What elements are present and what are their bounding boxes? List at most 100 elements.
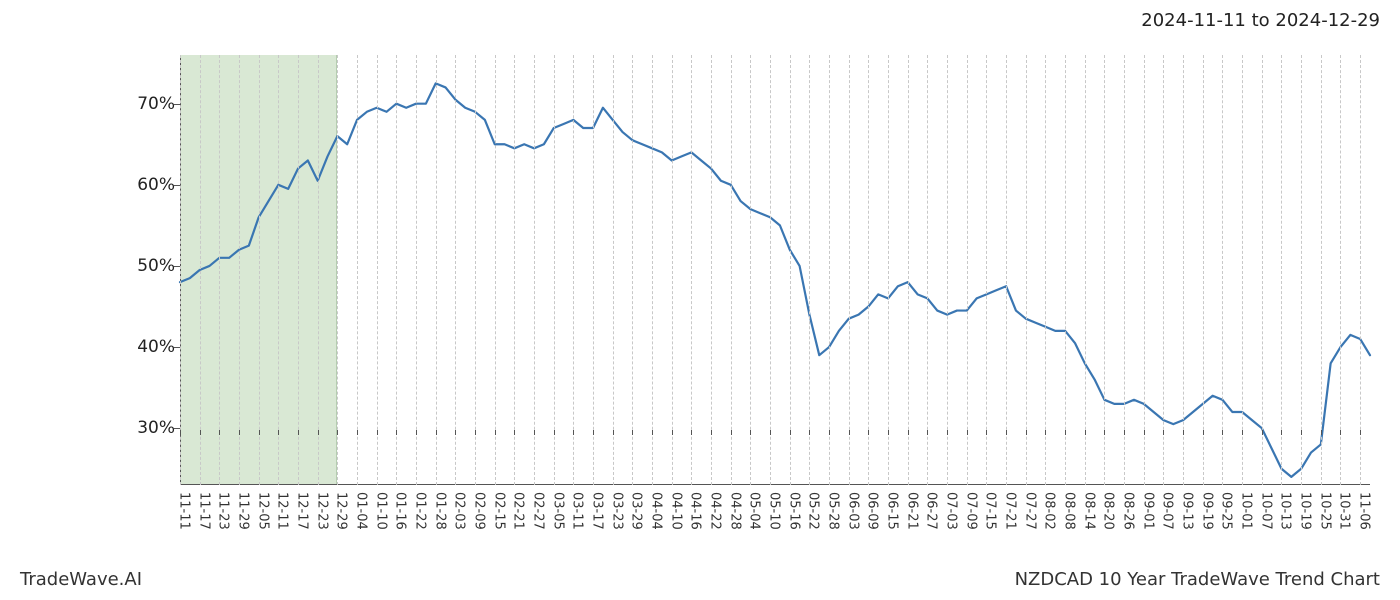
x-tick-label: 02-03	[452, 492, 467, 530]
grid-line	[1340, 55, 1341, 485]
grid-line	[1183, 55, 1184, 485]
grid-line	[1321, 55, 1322, 485]
x-tick-mark	[1340, 430, 1341, 435]
x-tick-label: 12-11	[275, 492, 290, 530]
grid-line	[829, 55, 830, 485]
x-tick-mark	[888, 430, 889, 435]
x-tick-mark	[1360, 430, 1361, 435]
x-tick-mark	[1183, 430, 1184, 435]
x-tick-label: 07-21	[1003, 492, 1018, 530]
x-tick-label: 11-29	[236, 492, 251, 530]
x-tick-mark	[947, 430, 948, 435]
x-tick-mark	[1006, 430, 1007, 435]
x-tick-label: 09-25	[1219, 492, 1234, 530]
x-tick-mark	[1026, 430, 1027, 435]
x-tick-label: 05-16	[786, 492, 801, 530]
x-tick-mark	[416, 430, 417, 435]
x-tick-label: 03-23	[609, 492, 624, 530]
x-tick-mark	[593, 430, 594, 435]
y-tick-label: 70%	[115, 94, 175, 114]
x-tick-mark	[829, 430, 830, 435]
grid-line	[495, 55, 496, 485]
y-tick-label: 40%	[115, 337, 175, 357]
x-tick-mark	[278, 430, 279, 435]
x-tick-label: 01-28	[432, 492, 447, 530]
x-tick-mark	[868, 430, 869, 435]
x-tick-label: 03-05	[550, 492, 565, 530]
x-tick-label: 03-29	[629, 492, 644, 530]
grid-line	[632, 55, 633, 485]
x-tick-label: 12-29	[334, 492, 349, 530]
y-tick-label: 30%	[115, 418, 175, 438]
x-tick-mark	[770, 430, 771, 435]
x-tick-mark	[1163, 430, 1164, 435]
grid-line	[514, 55, 515, 485]
grid-line	[1242, 55, 1243, 485]
grid-line	[908, 55, 909, 485]
x-tick-mark	[1301, 430, 1302, 435]
x-tick-label: 10-31	[1337, 492, 1352, 530]
grid-line	[259, 55, 260, 485]
x-tick-mark	[239, 430, 240, 435]
x-tick-label: 06-03	[845, 492, 860, 530]
x-tick-label: 07-09	[963, 492, 978, 530]
grid-line	[947, 55, 948, 485]
x-tick-mark	[180, 430, 181, 435]
x-tick-mark	[200, 430, 201, 435]
x-tick-mark	[849, 430, 850, 435]
grid-line	[1301, 55, 1302, 485]
grid-line	[691, 55, 692, 485]
x-tick-label: 08-08	[1062, 492, 1077, 530]
x-tick-mark	[554, 430, 555, 435]
x-tick-label: 06-27	[924, 492, 939, 530]
grid-line	[396, 55, 397, 485]
x-tick-label: 10-01	[1239, 492, 1254, 530]
grid-line	[357, 55, 358, 485]
x-tick-mark	[396, 430, 397, 435]
x-tick-mark	[1124, 430, 1125, 435]
grid-line	[534, 55, 535, 485]
x-tick-mark	[731, 430, 732, 435]
x-tick-label: 04-10	[668, 492, 683, 530]
date-range-label: 2024-11-11 to 2024-12-29	[1141, 10, 1380, 31]
x-tick-mark	[927, 430, 928, 435]
grid-line	[1203, 55, 1204, 485]
x-tick-label: 11-11	[177, 492, 192, 530]
grid-line	[1026, 55, 1027, 485]
x-tick-label: 06-15	[885, 492, 900, 530]
grid-line	[1144, 55, 1145, 485]
grid-line	[1163, 55, 1164, 485]
x-tick-label: 08-14	[1081, 492, 1096, 530]
x-tick-label: 05-04	[747, 492, 762, 530]
x-tick-label: 03-11	[570, 492, 585, 530]
x-tick-mark	[298, 430, 299, 435]
x-tick-label: 02-21	[511, 492, 526, 530]
grid-line	[1360, 55, 1361, 485]
grid-line	[967, 55, 968, 485]
grid-line	[1006, 55, 1007, 485]
x-tick-label: 08-02	[1042, 492, 1057, 530]
x-tick-label: 09-07	[1160, 492, 1175, 530]
x-tick-mark	[632, 430, 633, 435]
x-tick-label: 06-09	[865, 492, 880, 530]
grid-line	[1262, 55, 1263, 485]
x-tick-mark	[357, 430, 358, 435]
x-tick-label: 04-28	[727, 492, 742, 530]
x-tick-label: 03-17	[590, 492, 605, 530]
x-tick-mark	[475, 430, 476, 435]
x-tick-mark	[573, 430, 574, 435]
y-tick-label: 60%	[115, 175, 175, 195]
x-tick-label: 01-22	[413, 492, 428, 530]
x-tick-mark	[1222, 430, 1223, 435]
chart-plot-area	[180, 55, 1370, 485]
x-tick-mark	[790, 430, 791, 435]
grid-line	[1045, 55, 1046, 485]
grid-line	[1124, 55, 1125, 485]
x-tick-label: 10-19	[1298, 492, 1313, 530]
x-tick-label: 06-21	[904, 492, 919, 530]
x-tick-label: 08-20	[1101, 492, 1116, 530]
x-tick-label: 04-16	[688, 492, 703, 530]
grid-line	[1222, 55, 1223, 485]
x-tick-label: 07-03	[944, 492, 959, 530]
grid-line	[672, 55, 673, 485]
